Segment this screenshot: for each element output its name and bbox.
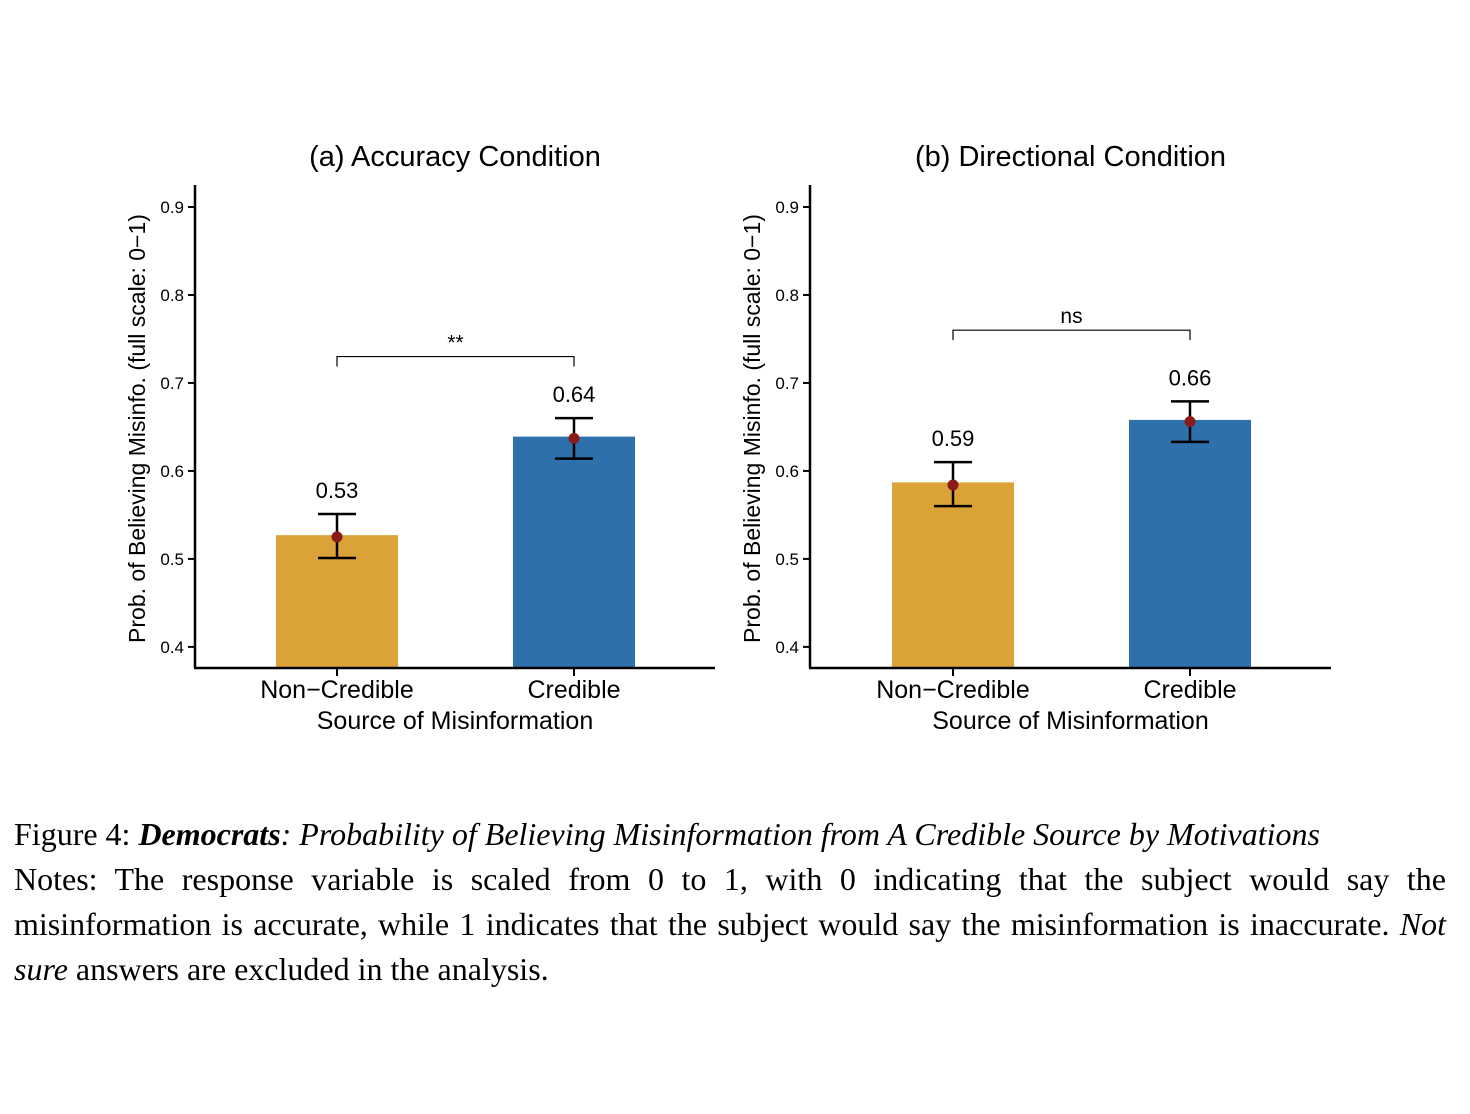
x-tick-label: Non−Credible: [876, 676, 1030, 704]
caption-title-text: : Probability of Believing Misinformatio…: [280, 816, 1320, 852]
panel-directional-condition: (b) Directional Condition 0.59 Non−Credibl…: [739, 141, 1331, 735]
data-label: 0.64: [553, 382, 596, 407]
figure-panels: (a) Accuracy Condition 0.53 Non−Credible 0.…: [124, 141, 1331, 735]
x-tick-label: Non−Credible: [260, 676, 414, 704]
significance-label: **: [447, 332, 463, 355]
x-tick-label: Credible: [527, 676, 620, 704]
caption-subject: Democrats: [138, 816, 281, 852]
significance-bracket: [952, 329, 1191, 341]
y-tick-label: 0.8: [775, 286, 799, 305]
bar-non-credible: [892, 482, 1014, 668]
bar-credible: [1129, 419, 1251, 668]
y-tick-label: 0.6: [160, 462, 184, 481]
x-axis-label: Source of Misinformation: [932, 707, 1209, 735]
data-label: 0.53: [316, 478, 359, 503]
y-axis-label: Prob. of Believing Misinfo. (full scale:…: [124, 214, 150, 643]
caption-notes-italic: Not sure: [14, 906, 1447, 987]
y-tick-label: 0.4: [775, 638, 799, 657]
point-estimate: [1184, 416, 1196, 428]
y-tick-label: 0.5: [160, 550, 184, 569]
panel-accuracy-condition: (a) Accuracy Condition 0.53 Non−Credible 0.…: [124, 141, 715, 735]
figure-caption: Figure 4: Democrats: Probability of Beli…: [14, 812, 1446, 992]
significance-label: ns: [1060, 305, 1082, 328]
caption-notes-text: Notes: The response variable is scaled f…: [14, 861, 1446, 942]
bar-credible: [513, 436, 635, 668]
x-axis-label: Source of Misinformation: [317, 707, 594, 735]
point-estimate: [568, 432, 580, 444]
y-tick-label: 0.9: [160, 198, 184, 217]
chart-title: (b) Directional Condition: [915, 141, 1226, 173]
y-tick-label: 0.9: [775, 198, 799, 217]
point-estimate: [947, 479, 959, 491]
caption-notes: Notes: The response variable is scaled f…: [14, 857, 1446, 992]
x-tick-label: Credible: [1143, 676, 1236, 704]
caption-figure-label: Figure 4:: [14, 816, 131, 852]
caption-notes-text-end: answers are excluded in the analysis.: [75, 951, 549, 987]
point-estimate: [331, 531, 343, 543]
y-tick-label: 0.7: [775, 374, 799, 393]
chart-title: (a) Accuracy Condition: [309, 141, 601, 173]
data-label: 0.59: [932, 426, 975, 451]
y-tick-label: 0.6: [775, 462, 799, 481]
y-tick-label: 0.4: [160, 638, 184, 657]
data-label: 0.66: [1169, 365, 1212, 390]
y-tick-label: 0.8: [160, 286, 184, 305]
significance-bracket: [336, 355, 575, 367]
caption-title: Figure 4: Democrats: Probability of Beli…: [14, 812, 1446, 857]
y-tick-label: 0.5: [775, 550, 799, 569]
y-axis-label: Prob. of Believing Misinfo. (full scale:…: [739, 214, 765, 643]
y-tick-label: 0.7: [160, 374, 184, 393]
